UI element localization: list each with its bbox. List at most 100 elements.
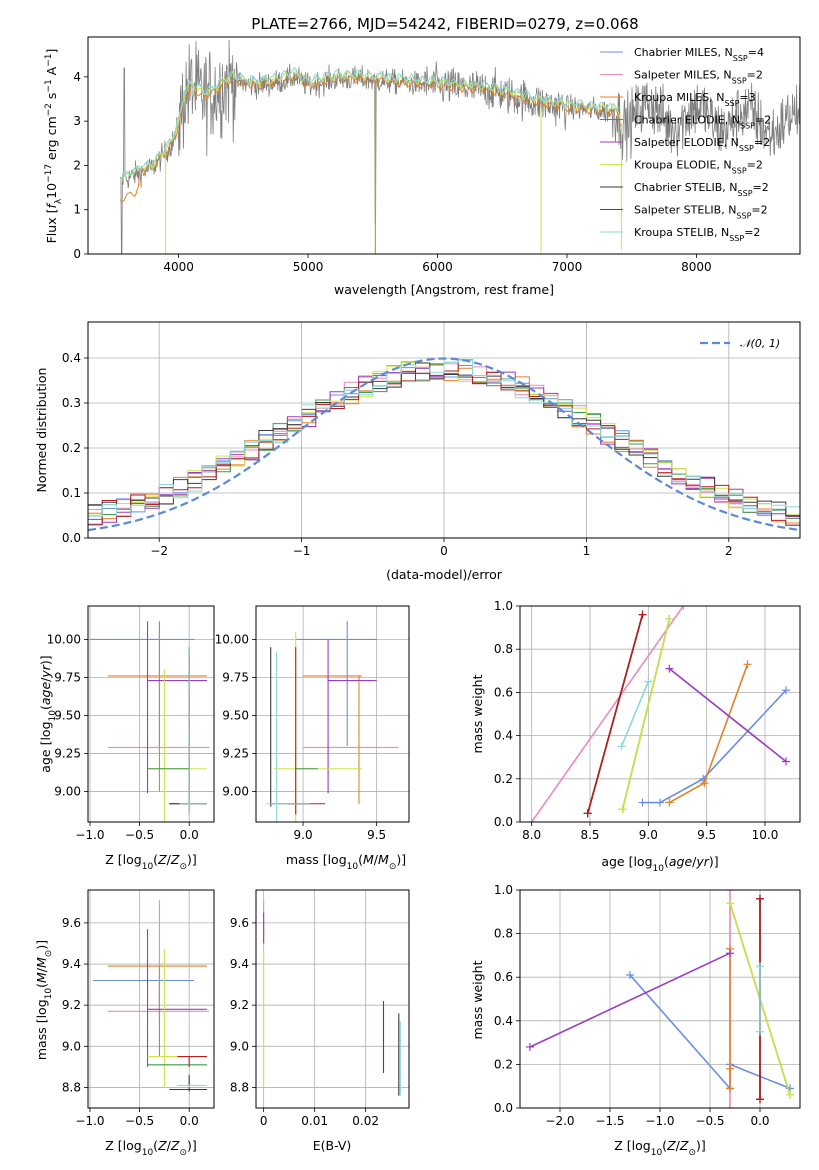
- x-tick-label: 10.0: [752, 828, 779, 842]
- x-tick-label: 0: [440, 544, 448, 558]
- y-tick-label: 0.6: [494, 970, 513, 984]
- label-part: λ: [54, 198, 64, 204]
- axis-label-age: age [log10(age/yr)]: [601, 854, 718, 874]
- label-part: /: [676, 1138, 681, 1153]
- label-part: 10: [142, 862, 154, 872]
- legend-tail: =2: [747, 69, 763, 82]
- legend-sub: SSP: [740, 121, 755, 130]
- mw-Z-marker: [726, 949, 734, 958]
- legend-tail: =2: [751, 204, 767, 217]
- y-tick-label: 9.4: [230, 957, 249, 971]
- label-part: /: [167, 852, 172, 867]
- y-axis-label: Flux [fλ10−17 erg cm−2 s−1 A−1]: [44, 49, 64, 244]
- y-tick-label: 1.0: [494, 599, 513, 613]
- mw-Z-line-salpeter_elodie: [529, 952, 731, 1048]
- label-part: f: [44, 203, 59, 209]
- mw-age-marker: [665, 798, 674, 807]
- mw-age-marker: [656, 798, 664, 807]
- y-tick-label: 9.25: [54, 747, 81, 761]
- x-tick-label: 1: [583, 544, 591, 558]
- label-part: )]: [34, 940, 49, 950]
- x-tick-label: −2.0: [545, 1114, 574, 1128]
- label-part: /: [374, 852, 379, 867]
- spectrum-axes: 4000 5000 6000 7000 8000 0 1 2 3 4 wavelength [Ang…: [44, 36, 801, 297]
- label-part: 10: [653, 864, 665, 874]
- legend-entry: Salpeter ELODIE, NSSP=2: [634, 136, 770, 153]
- y-tick-label: 0.3: [62, 396, 81, 410]
- mw-age-line-kroupa_miles: [668, 664, 749, 804]
- x-tick-label: 0.0: [750, 1114, 769, 1128]
- figure-title: PLATE=2766, MJD=54242, FIBERID=0279, z=0…: [251, 15, 638, 33]
- mw-age-line-kroupa_elodie: [621, 618, 671, 810]
- y-tick-label: 9.00: [54, 785, 81, 799]
- mw-Z-marker: [526, 1042, 534, 1051]
- y-axis-label: Normed distribution: [34, 368, 49, 493]
- label-part: Z: [679, 1138, 689, 1153]
- ageZ-frame: [87, 605, 215, 823]
- x-tick-label: 6000: [422, 260, 453, 274]
- mw-Z-marker: [786, 1090, 794, 1099]
- legend-sub: SSP: [732, 76, 747, 85]
- axis-label-age: age [log10(age/yr)]: [38, 655, 58, 772]
- legend-sub: SSP: [729, 234, 744, 243]
- y-tick-label: 0.1: [62, 486, 81, 500]
- legend-tail: =2: [747, 159, 763, 172]
- mw-age-line-salpeter_elodie: [668, 667, 787, 763]
- label-part: erg cm: [44, 116, 59, 164]
- x-tick-label: −1.5: [595, 1114, 624, 1128]
- x-axis-label: Z [log10(Z/Z⊙)]: [105, 852, 197, 872]
- mwAge-axes: 8.0 8.5 9.0 9.5 10.0 0.0 0.2 0.4 0.6 0.8 1.0 age [l…: [470, 599, 801, 874]
- x-tick-label: 8.5: [580, 828, 599, 842]
- massZ-plot-area: [92, 900, 210, 1092]
- x-tick-label: 9.0: [639, 828, 658, 842]
- x-tick-label: 8000: [681, 260, 712, 274]
- label-part: )]: [187, 852, 197, 867]
- mw-Z-marker: [726, 899, 734, 908]
- label-part: M: [363, 852, 374, 867]
- y-tick-label: 0.2: [494, 772, 513, 786]
- y-tick-label: 0.4: [494, 729, 513, 743]
- x-axis-label: Z [log10(Z/Z⊙)]: [614, 1138, 706, 1158]
- y-tick-label: 9.75: [54, 670, 81, 684]
- x-tick-label: −1.0: [75, 828, 104, 842]
- x-tick-label: −0.5: [695, 1114, 724, 1128]
- x-tick-label: −1.0: [75, 1114, 104, 1128]
- mw-Z-marker: [756, 1027, 764, 1036]
- x-tick-label: −1: [293, 544, 311, 558]
- mw-Z-marker: [726, 1084, 734, 1093]
- y-tick-label: 0.2: [494, 1057, 513, 1071]
- mw-age-marker: [679, 606, 688, 610]
- ageM-grid: [256, 606, 409, 822]
- x-tick-label: 0.02: [352, 1114, 379, 1128]
- label-part: )]: [709, 854, 719, 869]
- x-tick-label: 0.0: [180, 1114, 199, 1128]
- label-part: )]: [696, 1138, 706, 1153]
- label-part: 10: [44, 988, 54, 1000]
- x-tick-label: 5000: [293, 260, 324, 274]
- label-part: (: [662, 1138, 667, 1153]
- label-part: /: [692, 854, 697, 869]
- y-tick-label: 0.0: [494, 815, 513, 829]
- x-axis-label: (data-model)/error: [386, 567, 503, 582]
- y-tick-label: 9.00: [222, 785, 249, 799]
- mw-age-marker: [782, 757, 790, 766]
- mw-age-line-kroupa_stelib: [620, 681, 650, 747]
- label-part: ⊙: [44, 950, 54, 958]
- label-part: yr: [695, 854, 709, 869]
- legend-tail: =4: [748, 46, 764, 59]
- y-tick-label: 9.50: [54, 709, 81, 723]
- x-tick-label: 8.0: [522, 828, 541, 842]
- mw-Z-marker: [756, 894, 764, 903]
- y-tick-label: 1.0: [494, 883, 513, 897]
- x-tick-label: 7000: [552, 260, 583, 274]
- y-tick-label: 0.4: [494, 1014, 513, 1028]
- y-tick-label: 0.4: [62, 351, 81, 365]
- legend-entry: Salpeter STELIB, NSSP=2: [634, 204, 768, 221]
- y-tick-label: 1: [73, 203, 81, 217]
- mw-age-marker: [665, 614, 674, 623]
- y-tick-label: 10.00: [215, 632, 249, 646]
- x-tick-label: 9.0: [294, 828, 313, 842]
- mw-age-line-salpeter_stelib: [586, 614, 644, 814]
- label-part: M: [34, 972, 49, 983]
